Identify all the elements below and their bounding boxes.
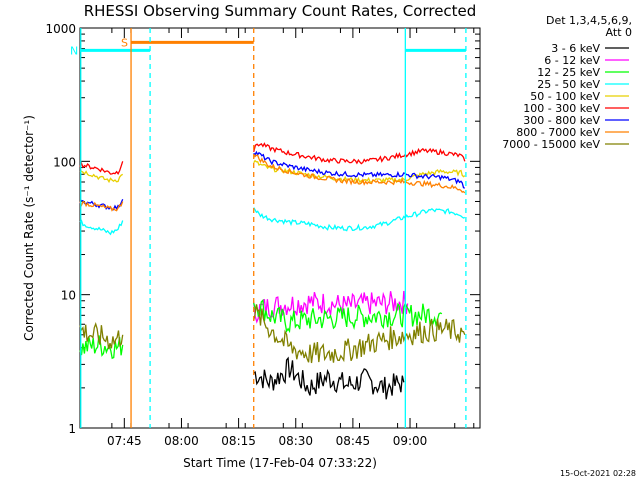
y-tick-label: 1 (68, 422, 76, 436)
chart-title: RHESSI Observing Summary Count Rates, Co… (84, 2, 477, 20)
state-bar-label: N (70, 44, 78, 57)
legend-header: Det 1,3,4,5,6,9, (546, 14, 632, 27)
legend-header: Att 0 (606, 26, 632, 39)
legend-entry-label: 7000 - 15000 keV (502, 138, 600, 151)
legend-entry-label: 300 - 800 keV (523, 114, 600, 127)
state-bar-label: S (121, 36, 128, 49)
series-line-4-1 (253, 159, 466, 184)
legend-entry-label: 12 - 25 keV (537, 66, 600, 79)
legend-entry-label: 800 - 7000 keV (516, 126, 600, 139)
y-tick-label: 1000 (45, 22, 76, 36)
x-axis-label: Start Time (17-Feb-04 07:33:22) (183, 456, 377, 470)
series-line-4-0 (79, 170, 124, 184)
series-line-7-1 (253, 153, 466, 194)
series-line-0-0 (253, 356, 405, 400)
y-tick-label: 100 (53, 155, 76, 169)
x-axis: 07:45 08:00 08:15 08:30 08:45 09:00 (107, 28, 475, 448)
series-line-8-0 (79, 321, 124, 350)
y-axis-label: Corrected Count Rate (s⁻¹ detector⁻¹) (22, 115, 36, 341)
legend-entry-label: 6 - 12 keV (544, 54, 600, 67)
y-axis: 1 10 100 1000 (45, 22, 480, 436)
x-tick-label: 09:00 (393, 434, 428, 448)
state-markers (80, 28, 467, 428)
series-line-8-1 (253, 304, 466, 364)
x-tick-label: 08:30 (278, 434, 313, 448)
legend-entry-label: 25 - 50 keV (537, 78, 600, 91)
attenuator-state-bars: SN (70, 36, 466, 57)
series-line-5-0 (79, 161, 124, 176)
x-tick-label: 07:45 (107, 434, 142, 448)
series-line-3-1 (253, 207, 466, 232)
series-line-3-0 (79, 219, 124, 236)
series-line-6-1 (253, 150, 466, 189)
series-line-2-1 (253, 298, 443, 334)
series-line-5-1 (253, 142, 466, 165)
legend-entry-label: 3 - 6 keV (551, 42, 600, 55)
legend-entry-label: 50 - 100 keV (530, 90, 600, 103)
series-line-7-0 (79, 200, 124, 212)
legend-entry-label: 100 - 300 keV (523, 102, 600, 115)
x-tick-label: 08:15 (221, 434, 256, 448)
y-tick-label: 10 (61, 289, 76, 303)
footer-timestamp: 15-Oct-2021 02:28 (560, 469, 636, 478)
x-tick-label: 08:00 (164, 434, 199, 448)
series-lines (79, 142, 466, 400)
plot-frame (79, 27, 481, 429)
x-tick-label: 08:45 (336, 434, 371, 448)
